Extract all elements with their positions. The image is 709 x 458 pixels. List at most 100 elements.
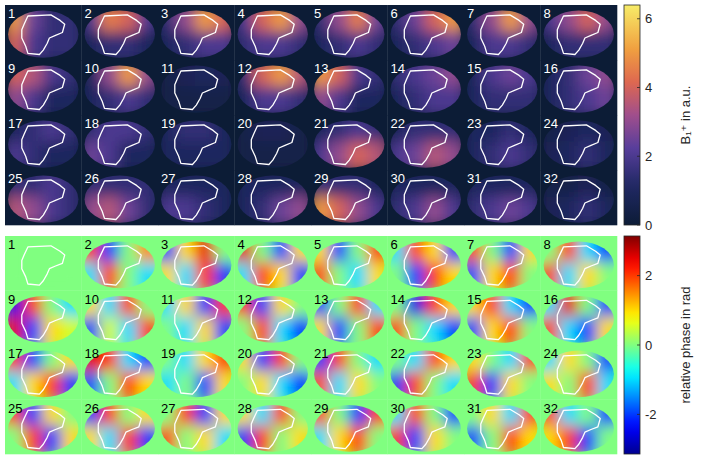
tile-number: 9 (8, 292, 15, 307)
map-tile: 29 (310, 399, 389, 456)
map-tile: 13 (310, 59, 389, 116)
roi-outline (404, 300, 447, 339)
map-tile: 8 (540, 235, 619, 292)
map-cell (425, 399, 446, 428)
tile-background (311, 291, 388, 346)
tile-number: 4 (238, 237, 245, 252)
roi-outline (175, 125, 218, 165)
map-cell (348, 169, 369, 199)
map-cell (597, 87, 618, 117)
tile-number: 24 (544, 346, 558, 361)
roi-outline (22, 246, 65, 285)
cell-group (81, 169, 160, 226)
head-region (463, 344, 542, 401)
map-cell (138, 290, 159, 319)
map-cell (578, 4, 599, 34)
roi-outline (251, 125, 294, 165)
cell-group (234, 399, 313, 456)
map-cell (291, 290, 312, 319)
tile-number: 20 (238, 346, 252, 361)
map-cell (214, 4, 235, 34)
map-tile: 3 (157, 4, 236, 61)
tile-background (464, 170, 541, 225)
map-cell (291, 371, 312, 400)
map-cell (367, 235, 388, 264)
tile-number: 25 (8, 171, 22, 186)
tile-background (235, 60, 312, 115)
roi-outline (481, 355, 524, 394)
map-cell (520, 142, 541, 172)
cell-group (157, 169, 236, 226)
roi-outline (175, 70, 218, 110)
map-cell (367, 197, 388, 227)
map-cell (444, 344, 465, 373)
cell-group (81, 344, 160, 401)
map-cell (138, 4, 159, 34)
tile-background (541, 60, 618, 115)
tile-background (541, 5, 618, 60)
map-cell (520, 399, 541, 428)
roi-outline (481, 125, 524, 165)
map-cell (42, 235, 63, 264)
map-tile: 26 (81, 169, 160, 226)
map-cell (138, 344, 159, 373)
tile-background (464, 291, 541, 346)
head-region (387, 169, 466, 226)
tile-number: 24 (544, 116, 558, 131)
map-cell (119, 59, 140, 89)
map-cell (520, 114, 541, 144)
map-cell (291, 426, 312, 455)
map-tile: 6 (387, 4, 466, 61)
head-region (81, 4, 160, 61)
tile-number: 11 (161, 292, 175, 307)
colorbar-tick-label: 0 (645, 338, 652, 353)
map-cell (444, 197, 465, 227)
head-region (157, 59, 236, 116)
map-cell (597, 426, 618, 455)
map-tile: 25 (4, 169, 83, 226)
roi-outline (98, 409, 141, 448)
roi-outline (175, 355, 218, 394)
map-tile: 10 (81, 290, 160, 347)
tile-background (388, 236, 465, 291)
cell-group (157, 399, 236, 456)
roi-outline (404, 409, 447, 448)
head-region (157, 344, 236, 401)
tile-background (541, 400, 618, 455)
head-region (310, 59, 389, 116)
head-region (81, 344, 160, 401)
tile-number: 32 (544, 401, 558, 416)
tile-number: 15 (467, 61, 481, 76)
head-region (157, 399, 236, 456)
roi-outline (557, 70, 600, 110)
map-cell (520, 344, 541, 373)
tile-background (388, 345, 465, 400)
map-tile: 30 (387, 169, 466, 226)
map-cell (444, 32, 465, 62)
map-cell (444, 114, 465, 144)
map-cell (367, 399, 388, 428)
head-region (540, 290, 619, 347)
cell-group (234, 235, 313, 292)
map-cell (61, 317, 82, 346)
head-region (4, 344, 83, 401)
roi-outline (481, 15, 524, 55)
map-cell (597, 197, 618, 227)
map-cell (272, 169, 293, 199)
roi-outline (481, 300, 524, 339)
map-cell (444, 87, 465, 117)
roi-outline (328, 300, 371, 339)
map-cell (578, 114, 599, 144)
cell-group (463, 235, 542, 292)
map-cell (367, 344, 388, 373)
tile-background (82, 236, 159, 291)
head-region (4, 59, 83, 116)
map-tile: 32 (540, 169, 619, 226)
cell-group (463, 344, 542, 401)
map-cell (501, 235, 522, 264)
map-cell (272, 4, 293, 34)
map-tile: 17 (4, 114, 83, 171)
map-cell (367, 142, 388, 172)
head-region (540, 114, 619, 171)
cell-group (540, 59, 619, 116)
